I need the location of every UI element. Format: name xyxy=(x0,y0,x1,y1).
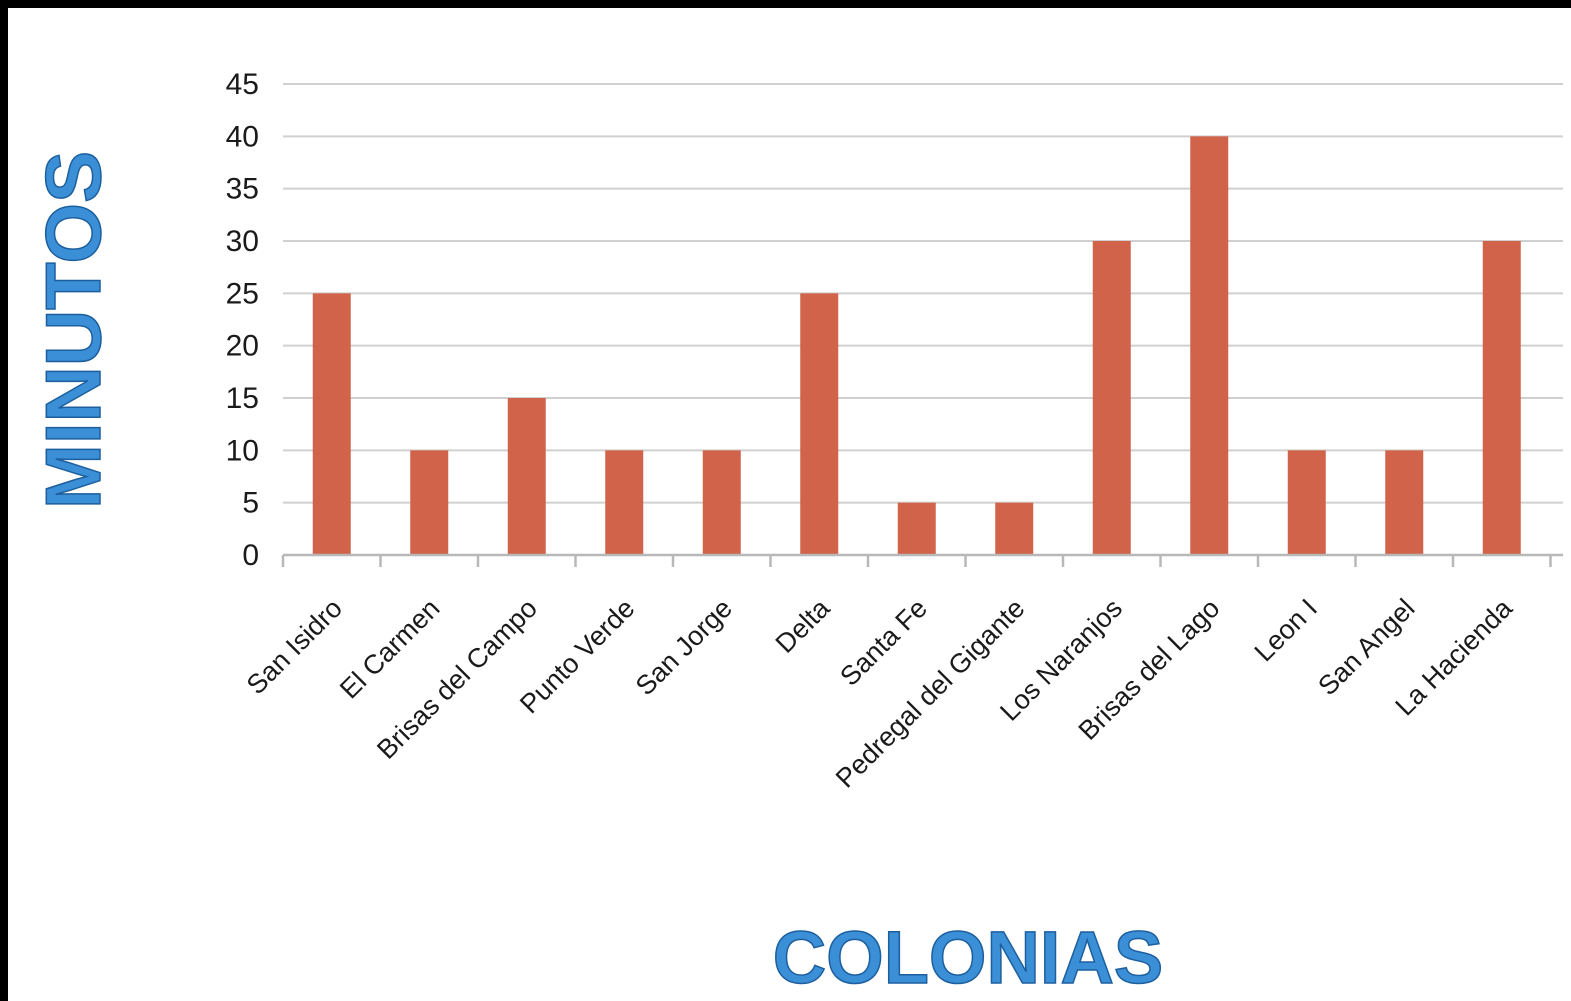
bar xyxy=(995,502,1034,555)
y-tick-labels: 0 5 10 15 20 25 30 35 40 45 xyxy=(226,68,259,572)
bar xyxy=(897,502,936,555)
bar xyxy=(1092,241,1131,555)
chart-frame: 0 5 10 15 20 25 30 35 40 45 San Isidro El Carmen Br… xyxy=(8,8,1571,1001)
bar xyxy=(1482,241,1521,555)
x-axis xyxy=(281,553,1563,567)
bar xyxy=(1287,450,1326,555)
x-tick-label: San Isidro xyxy=(241,593,348,700)
bar xyxy=(800,293,839,555)
y-tick-label: 30 xyxy=(226,225,259,258)
y-tick-label: 35 xyxy=(226,173,259,206)
bar xyxy=(1385,450,1424,555)
x-tick-label: San Jorge xyxy=(630,593,738,701)
y-tick-label: 45 xyxy=(226,68,259,101)
bar xyxy=(312,293,351,555)
x-tick-label: Pedregal del Gigante xyxy=(830,593,1031,794)
y-tick-label: 15 xyxy=(226,382,259,415)
bar xyxy=(702,450,741,555)
bar xyxy=(507,398,546,555)
bar xyxy=(1190,136,1229,556)
bars xyxy=(312,136,1521,556)
y-tick-label: 5 xyxy=(242,487,259,520)
gridlines xyxy=(283,83,1563,556)
x-tick-label: Leon I xyxy=(1249,593,1323,667)
y-tick-label: 10 xyxy=(226,434,259,467)
bar xyxy=(410,450,449,555)
y-tick-label: 20 xyxy=(226,330,259,363)
y-tick-label: 40 xyxy=(226,120,259,153)
y-axis-title: MINUTOS xyxy=(29,151,117,509)
x-tick-label: Delta xyxy=(770,592,836,658)
x-tick-label: Santa Fe xyxy=(834,593,933,692)
bar xyxy=(605,450,644,555)
y-tick-label: 0 xyxy=(242,539,259,572)
x-axis-title: COLONIAS xyxy=(773,916,1164,999)
y-tick-label: 25 xyxy=(226,277,259,310)
x-tick-label: Brisas del Campo xyxy=(371,593,543,765)
